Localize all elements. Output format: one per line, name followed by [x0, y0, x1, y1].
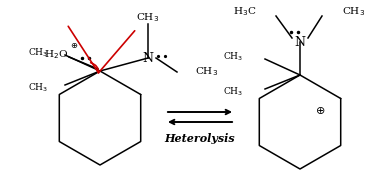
Text: CH$_3$: CH$_3$ — [28, 82, 48, 94]
Text: CH$_3$: CH$_3$ — [195, 66, 218, 78]
Text: Heterolysis: Heterolysis — [165, 132, 235, 143]
Text: H$_2$O: H$_2$O — [44, 49, 68, 61]
Text: CH$_3$: CH$_3$ — [28, 47, 48, 59]
Text: $\oplus$: $\oplus$ — [70, 41, 78, 49]
Text: CH$_3$: CH$_3$ — [223, 86, 243, 98]
Text: CH$_3$: CH$_3$ — [342, 6, 365, 18]
Text: CH$_3$: CH$_3$ — [136, 12, 160, 24]
Text: N: N — [142, 51, 154, 64]
Text: CH$_3$: CH$_3$ — [223, 51, 243, 63]
Text: N: N — [294, 35, 305, 48]
FancyArrowPatch shape — [68, 26, 135, 73]
Text: H$_3$C: H$_3$C — [232, 6, 256, 18]
Text: $\oplus$: $\oplus$ — [315, 104, 325, 116]
